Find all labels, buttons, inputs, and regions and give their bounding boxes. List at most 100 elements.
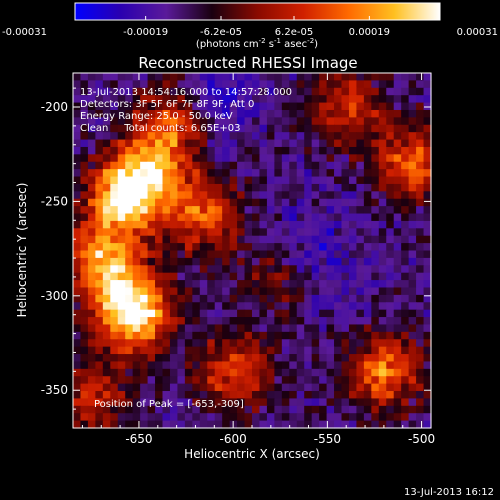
heatmap-cell: [155, 361, 164, 370]
heatmap-cell: [356, 132, 365, 141]
heatmap-cell: [386, 287, 395, 296]
heatmap-cell: [132, 109, 141, 118]
heatmap-cell: [252, 117, 261, 126]
heatmap-cell: [289, 331, 298, 340]
heatmap-cell: [199, 391, 208, 400]
heatmap-cell: [229, 102, 238, 111]
heatmap-cell: [184, 250, 193, 259]
heatmap-cell: [155, 272, 164, 281]
heatmap-cell: [162, 339, 171, 348]
heatmap-cell: [237, 354, 246, 363]
heatmap-cell: [102, 198, 111, 207]
heatmap-cell: [169, 154, 179, 163]
heatmap-cell: [423, 405, 432, 414]
heatmap-cell: [147, 354, 156, 363]
heatmap-cell: [229, 124, 238, 133]
heatmap-cell: [87, 287, 96, 296]
heatmap-cell: [192, 154, 201, 163]
heatmap-cell: [95, 280, 104, 289]
heatmap-cell: [132, 213, 141, 222]
heatmap-cell: [73, 376, 82, 385]
heatmap-cell: [162, 346, 171, 355]
heatmap-cell: [222, 161, 231, 170]
heatmap-cell: [356, 391, 365, 400]
heatmap-cell: [155, 265, 164, 274]
heatmap-cell: [326, 132, 335, 141]
heatmap-cell: [117, 383, 126, 392]
heatmap-cell: [296, 265, 305, 274]
x-tick-label: -600: [220, 432, 247, 446]
heatmap-cell: [73, 391, 82, 400]
heatmap-cell: [319, 257, 328, 266]
heatmap-cell: [356, 169, 365, 178]
heatmap-cell: [87, 146, 96, 155]
heatmap-cell: [169, 317, 179, 326]
heatmap-cell: [274, 228, 283, 237]
heatmap-cell: [229, 235, 238, 244]
heatmap-cell: [169, 124, 179, 133]
heatmap-cell: [266, 398, 275, 407]
heatmap-cell: [319, 398, 328, 407]
heatmap-cell: [125, 294, 134, 303]
heatmap-cell: [199, 198, 208, 207]
heatmap-cell: [73, 109, 82, 118]
heatmap-cell: [408, 272, 417, 281]
heatmap-cell: [140, 413, 149, 422]
heatmap-cell: [334, 198, 343, 207]
heatmap-cell: [237, 383, 246, 392]
heatmap-cell: [140, 391, 149, 400]
heatmap-cell: [87, 376, 96, 385]
heatmap-cell: [177, 102, 186, 111]
heatmap-cell: [416, 183, 425, 192]
heatmap-cell: [125, 302, 134, 311]
heatmap-cell: [393, 420, 402, 429]
heatmap-cell: [416, 302, 425, 311]
heatmap-cell: [80, 302, 89, 311]
heatmap-cell: [244, 124, 253, 133]
heatmap-cell: [199, 73, 208, 81]
heatmap-cell: [214, 354, 223, 363]
heatmap-cell: [117, 331, 126, 340]
heatmap-cell: [296, 331, 305, 340]
peak-position-label: Position of Peak = [-653,-309]: [94, 399, 244, 410]
heatmap-cell: [155, 220, 164, 229]
heatmap-cell: [266, 124, 275, 133]
heatmap-cell: [147, 235, 156, 244]
heatmap-cell: [341, 272, 350, 281]
heatmap-cell: [266, 176, 275, 185]
heatmap-cell: [184, 87, 193, 96]
heatmap-cell: [289, 117, 298, 126]
heatmap-cell: [416, 376, 425, 385]
heatmap-cell: [117, 102, 126, 111]
heatmap-cell: [147, 272, 156, 281]
heatmap-cell: [73, 80, 82, 89]
heatmap-cell: [117, 250, 126, 259]
heatmap-cell: [326, 317, 335, 326]
heatmap-cell: [348, 376, 358, 385]
heatmap-cell: [140, 80, 149, 89]
heatmap-cell: [87, 87, 96, 96]
heatmap-cell: [289, 257, 298, 266]
heatmap-cell: [401, 124, 410, 133]
heatmap-cell: [102, 302, 111, 311]
heatmap-cell: [147, 228, 156, 237]
heatmap-cell: [289, 243, 298, 252]
heatmap-cell: [117, 87, 126, 96]
heatmap-cell: [147, 405, 156, 414]
unit-end: ): [314, 39, 318, 50]
heatmap-cell: [363, 331, 372, 340]
heatmap-cell: [222, 183, 231, 192]
heatmap-cell: [132, 206, 141, 215]
heatmap-cell: [237, 317, 246, 326]
heatmap-cell: [296, 302, 305, 311]
heatmap-cell: [214, 257, 223, 266]
heatmap-cell: [80, 361, 89, 370]
heatmap-cell: [162, 228, 171, 237]
heatmap-cell: [341, 398, 350, 407]
heatmap-cell: [378, 146, 387, 155]
heatmap-cell: [281, 87, 290, 96]
heatmap-cell: [401, 176, 410, 185]
heatmap-cell: [266, 139, 275, 148]
heatmap-cell: [117, 228, 126, 237]
heatmap-cell: [177, 250, 186, 259]
